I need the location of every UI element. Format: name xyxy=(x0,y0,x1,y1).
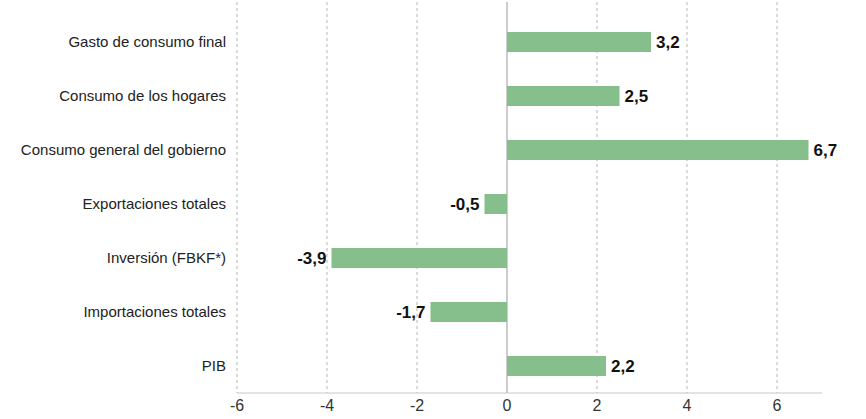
bar xyxy=(332,248,508,268)
data-label: 3,2 xyxy=(656,33,680,52)
tick-label: 4 xyxy=(683,397,692,414)
data-label: 2,2 xyxy=(611,357,635,376)
data-label: -3,9 xyxy=(297,249,326,268)
bar xyxy=(507,356,606,376)
category-label: PIB xyxy=(202,357,226,374)
category-label: Exportaciones totales xyxy=(83,195,226,212)
grid-line xyxy=(777,2,778,393)
grid-line xyxy=(327,2,328,393)
bar xyxy=(507,32,651,52)
bars xyxy=(332,32,809,376)
data-label: -0,5 xyxy=(450,195,479,214)
grid-line xyxy=(597,2,598,393)
grid-line xyxy=(237,2,238,393)
data-label: -1,7 xyxy=(396,303,425,322)
data-label: 2,5 xyxy=(625,87,649,106)
tick-label: 6 xyxy=(773,397,782,414)
data-label: 6,7 xyxy=(814,141,838,160)
bar xyxy=(507,86,620,106)
category-label: Consumo de los hogares xyxy=(59,87,226,104)
chart: -6 -4 -2 0 2 4 6 Gasto de consumo final Consumo … xyxy=(0,0,866,419)
grid-line xyxy=(687,2,688,393)
category-label: Inversión (FBKF*) xyxy=(107,249,226,266)
bar xyxy=(507,140,809,160)
category-label: Gasto de consumo final xyxy=(68,33,226,50)
tick-label: 0 xyxy=(503,397,512,414)
bar xyxy=(485,194,508,214)
tick-label: -4 xyxy=(320,397,334,414)
tick-label: 2 xyxy=(593,397,602,414)
bar xyxy=(431,302,508,322)
grid-line xyxy=(417,2,418,393)
category-label: Consumo general del gobierno xyxy=(21,141,226,158)
axis-line xyxy=(237,393,822,394)
tick-label: -6 xyxy=(230,397,244,414)
category-label: Importaciones totales xyxy=(83,303,226,320)
tick-label: -2 xyxy=(410,397,424,414)
